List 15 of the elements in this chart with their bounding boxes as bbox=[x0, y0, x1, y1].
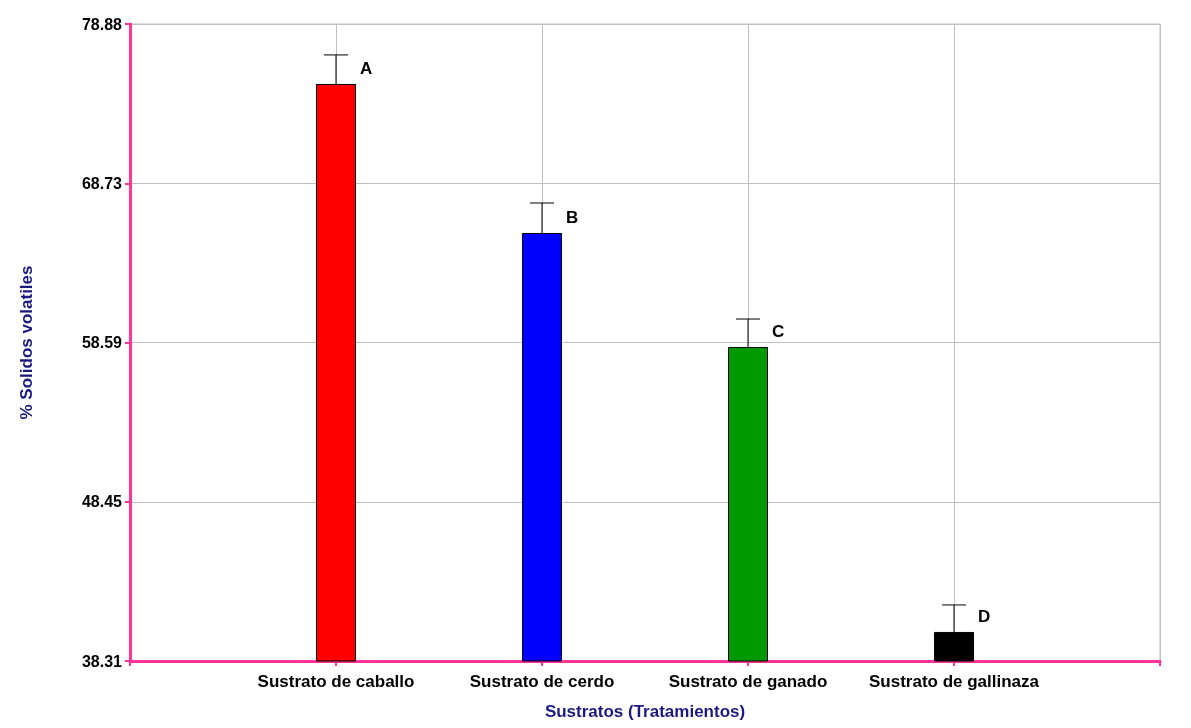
y-tick-label: 48.45 bbox=[81, 493, 123, 511]
y-tick-label: 78.88 bbox=[81, 15, 123, 33]
y-tick-label: 58.59 bbox=[81, 334, 123, 352]
x-tick-label: Sustrato de ganado bbox=[668, 672, 828, 691]
annotation: A bbox=[360, 58, 373, 78]
x-axis-title: Sustratos (Tratamientos) bbox=[544, 702, 746, 721]
y-axis-title: % Solidos volatiles bbox=[17, 265, 36, 420]
x-tick-label: Sustrato de cerdo bbox=[469, 672, 615, 691]
x-tick-label: Sustrato de caballo bbox=[257, 672, 415, 691]
annotation: B bbox=[566, 207, 579, 227]
annotation: C bbox=[772, 321, 785, 341]
y-tick-label: 68.73 bbox=[81, 174, 123, 192]
x-tick-label: Sustrato de gallinaza bbox=[868, 672, 1040, 691]
y-tick-label: 38.31 bbox=[81, 652, 123, 670]
annotation: D bbox=[978, 606, 991, 626]
